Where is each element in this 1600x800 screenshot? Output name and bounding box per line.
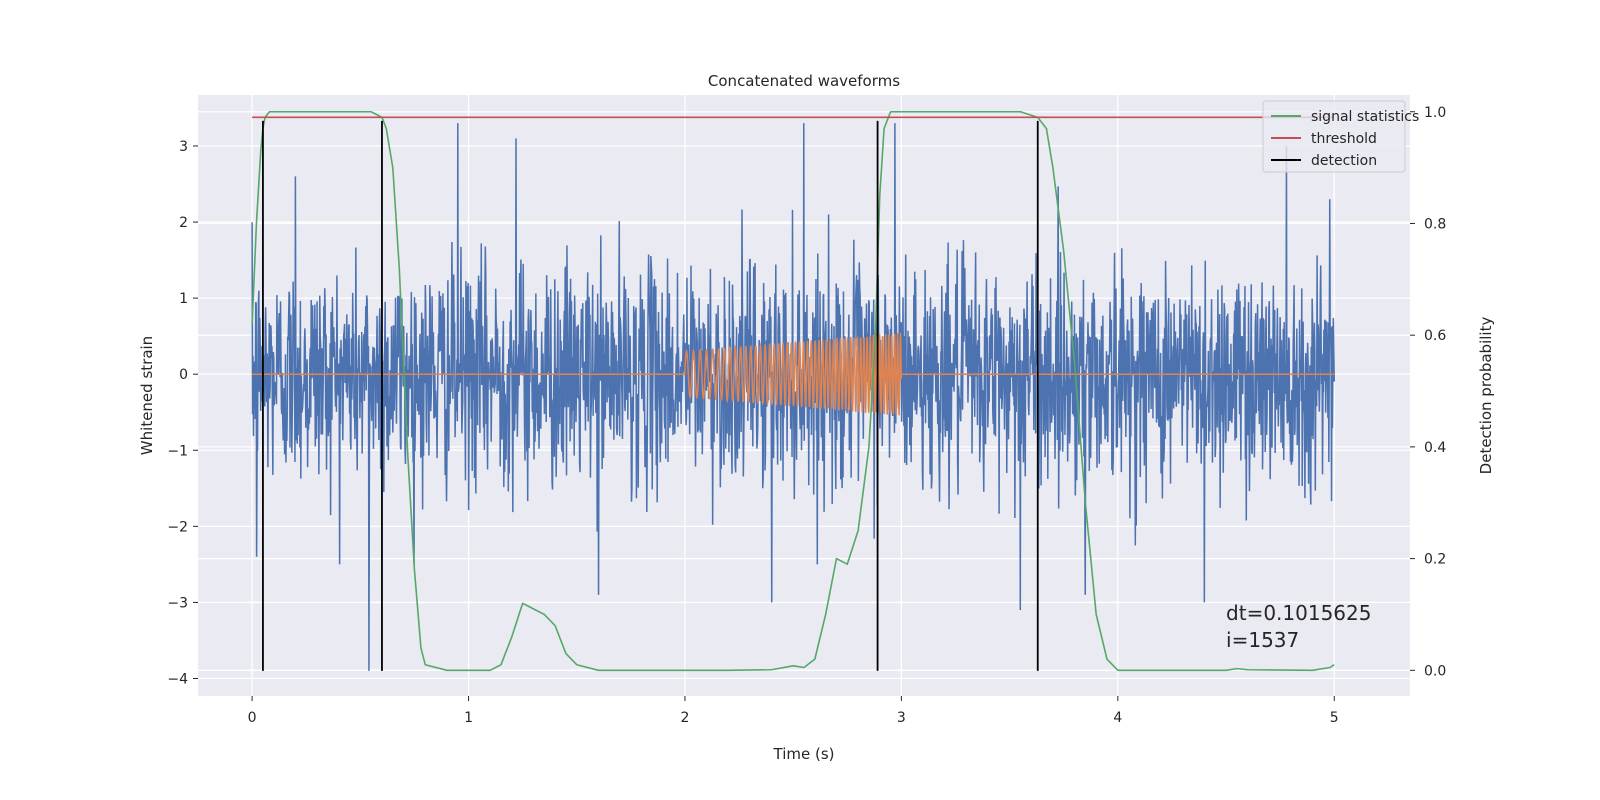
chart-title: Concatenated waveforms: [708, 72, 900, 90]
y-left-tick-label: 1: [179, 291, 188, 307]
x-tick-label: 2: [681, 710, 690, 726]
detection-series: [262, 120, 1039, 671]
y-right-tick-label: 0.0: [1424, 663, 1446, 679]
annotation-text: dt=0.1015625 i=1537: [1226, 601, 1378, 652]
x-tick-label: 0: [248, 710, 257, 726]
y-left-tick-label: −4: [167, 672, 188, 688]
y-axis-right-label: Detection probability: [1477, 317, 1495, 475]
y-right-tick-label: 0.4: [1424, 440, 1446, 456]
y-left-tick-label: 0: [179, 367, 188, 383]
legend-box: [1262, 100, 1406, 173]
annotation-line-2: i=1537: [1226, 628, 1299, 652]
x-tick-label: 1: [464, 710, 473, 726]
plot-area: [251, 110, 1335, 672]
x-tick-label: 3: [897, 710, 906, 726]
y-right-tick-label: 0.6: [1424, 328, 1446, 344]
x-tick-label: 4: [1113, 710, 1122, 726]
axis-ticks: 0 1 2 3 4 5 −4 −3 −2 −1 0 1 2 3 0.0 0.2 0.4 0.6 0.8 1.0: [167, 105, 1446, 726]
y-right-tick-label: 1.0: [1424, 105, 1446, 121]
legend-label-signal-statistics: signal statistics: [1311, 109, 1419, 125]
legend: signal statistics threshold detection: [1262, 100, 1419, 173]
y-right-tick-label: 0.2: [1424, 552, 1446, 568]
y-axis-left-label: Whitened strain: [138, 336, 156, 455]
template-line: [252, 332, 1335, 416]
y-left-tick-label: −3: [167, 595, 188, 611]
x-tick-label: 5: [1330, 710, 1339, 726]
x-axis-label: Time (s): [773, 745, 835, 763]
template-series: [252, 332, 1335, 416]
y-right-tick-label: 0.8: [1424, 216, 1446, 232]
y-left-tick-label: 3: [179, 139, 188, 155]
annotation-line-1: dt=0.1015625: [1226, 601, 1371, 625]
legend-label-detection: detection: [1311, 153, 1377, 169]
legend-label-threshold: threshold: [1311, 131, 1377, 147]
y-left-tick-label: 2: [179, 215, 188, 231]
y-left-tick-label: −2: [167, 519, 188, 535]
y-left-tick-label: −1: [167, 443, 188, 459]
